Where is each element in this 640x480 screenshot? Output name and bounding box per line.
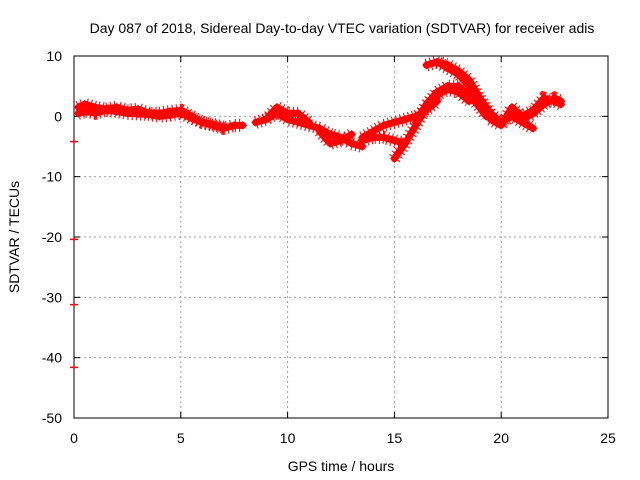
y-tick-label: -10: [42, 169, 62, 185]
data-point: [187, 114, 196, 123]
series-arc-14: [518, 90, 566, 126]
x-axis-label: GPS time / hours: [288, 458, 395, 474]
data-point: [315, 127, 324, 136]
data-point: [238, 121, 247, 130]
data-point: [529, 124, 538, 133]
series-arc-4: [261, 99, 314, 128]
x-tick-label: 0: [70, 430, 78, 446]
data-point: [198, 118, 207, 127]
series-markers: [389, 82, 474, 163]
data-point: [80, 100, 89, 109]
data-point: [390, 154, 399, 163]
data-point: [557, 97, 566, 106]
isolated-point: [70, 139, 78, 144]
data-point: [358, 133, 367, 142]
data-point: [262, 115, 271, 124]
data-point: [208, 120, 217, 129]
data-point: [443, 61, 452, 70]
data-point: [91, 109, 100, 118]
data-point: [379, 121, 388, 130]
x-tick-label: 10: [280, 430, 296, 446]
data-point: [379, 133, 388, 142]
data-point: [518, 115, 527, 124]
data-point: [529, 109, 538, 118]
x-tick-label: 25: [600, 430, 616, 446]
x-tick-label: 20: [493, 430, 509, 446]
data-point: [550, 94, 559, 103]
x-tick-label: 15: [387, 430, 403, 446]
data-point: [401, 115, 410, 124]
data-point: [337, 136, 345, 145]
data-point: [219, 123, 228, 132]
data-point: [347, 139, 356, 148]
y-tick-label: 0: [54, 108, 62, 124]
data-point: [390, 136, 399, 145]
data-point: [230, 121, 239, 130]
y-axis-label: SDTVAR / TECUs: [6, 181, 22, 293]
series-markers: [410, 79, 492, 126]
data-point: [102, 106, 111, 115]
chart-title: Day 087 of 2018, Sidereal Day-to-day VTE…: [90, 20, 595, 36]
data-points: [70, 54, 566, 370]
data-point: [123, 109, 132, 118]
data-point: [422, 100, 431, 109]
data-point: [369, 127, 378, 136]
series-arc-2: [74, 103, 228, 134]
series-markers: [314, 127, 355, 151]
series-arc-5: [314, 127, 356, 151]
data-point: [465, 76, 474, 85]
isolated-point: [70, 237, 78, 242]
data-point: [390, 118, 399, 127]
y-tick-label: 10: [46, 48, 62, 64]
data-point: [347, 130, 356, 139]
data-point: [304, 118, 313, 127]
data-point: [283, 109, 292, 118]
data-point: [475, 94, 484, 103]
data-point: [326, 139, 335, 148]
data-point: [144, 110, 153, 119]
data-point: [497, 121, 506, 130]
data-point: [411, 118, 420, 127]
data-point: [176, 109, 185, 118]
data-point: [539, 100, 548, 109]
data-point: [74, 109, 83, 118]
data-point: [166, 111, 175, 120]
y-tick-label: -50: [42, 410, 62, 426]
data-point: [422, 61, 431, 70]
axis-ticks: 0 5 10 15 20 25 -50 -40 -30 -20 -10 0 10: [42, 48, 616, 446]
data-point: [401, 139, 410, 148]
data-point: [433, 58, 442, 67]
isolated-point: [70, 302, 78, 307]
data-point: [251, 118, 260, 127]
data-point: [294, 109, 303, 118]
data-point: [443, 82, 452, 91]
data-point: [454, 67, 463, 76]
data-point: [155, 112, 164, 121]
data-point: [486, 115, 495, 124]
data-point: [272, 103, 281, 112]
y-tick-label: -40: [42, 350, 62, 366]
y-tick-label: -30: [42, 289, 62, 305]
data-point: [82, 107, 91, 116]
x-tick-label: 5: [177, 430, 185, 446]
data-point: [134, 109, 143, 118]
data-point: [433, 88, 442, 97]
y-tick-label: -20: [42, 229, 62, 245]
data-point: [112, 107, 121, 116]
data-point: [507, 103, 516, 112]
isolated-point: [70, 365, 78, 370]
